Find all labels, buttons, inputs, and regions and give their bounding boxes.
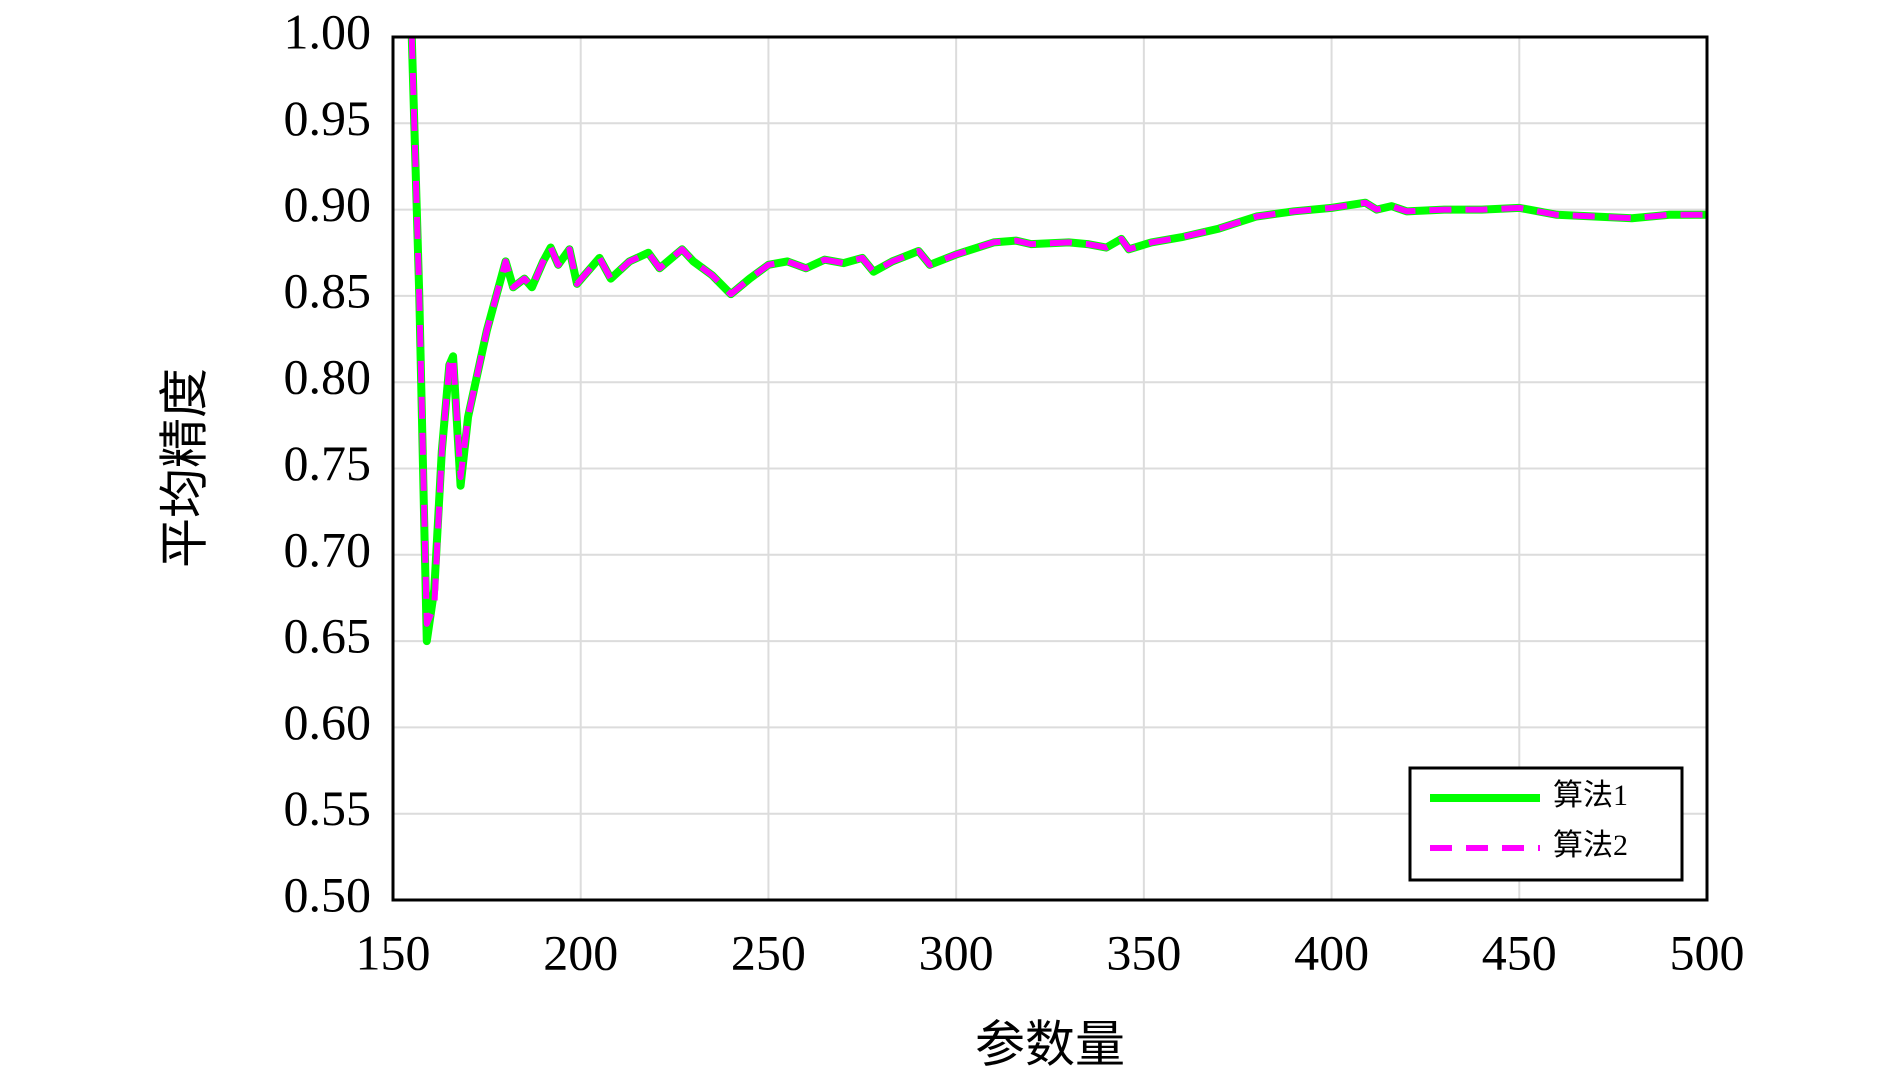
x-tick-label: 150	[356, 924, 431, 980]
x-tick-label: 450	[1482, 924, 1557, 980]
y-axis-label: 平均精度	[156, 368, 212, 568]
y-tick-label: 0.55	[284, 780, 372, 836]
x-tick-label: 200	[543, 924, 618, 980]
series-line	[407, 36, 1707, 646]
y-tick-label: 1.00	[284, 3, 372, 59]
legend-label: 算法1	[1553, 779, 1628, 812]
y-tick-label: 0.65	[284, 608, 372, 664]
y-tick-label: 0.90	[284, 176, 372, 232]
legend-label: 算法2	[1553, 829, 1628, 862]
y-tick-label: 0.50	[284, 866, 372, 922]
y-tick-label: 0.60	[284, 694, 372, 750]
x-tick-label: 250	[731, 924, 806, 980]
x-axis-label: 参数量	[975, 1016, 1125, 1072]
plot-frame	[391, 35, 1709, 902]
y-tick-label: 0.80	[284, 349, 372, 405]
x-tick-label: 350	[1106, 924, 1181, 980]
x-tick-label: 300	[919, 924, 994, 980]
x-tick-label: 400	[1294, 924, 1369, 980]
y-tick-label: 0.75	[284, 435, 372, 491]
x-tick-label: 500	[1670, 924, 1745, 980]
y-tick-label: 0.70	[284, 521, 372, 577]
legend-box	[1408, 766, 1684, 882]
y-tick-label: 0.95	[284, 90, 372, 146]
series-line	[408, 36, 1707, 627]
y-tick-label: 0.85	[284, 262, 372, 318]
